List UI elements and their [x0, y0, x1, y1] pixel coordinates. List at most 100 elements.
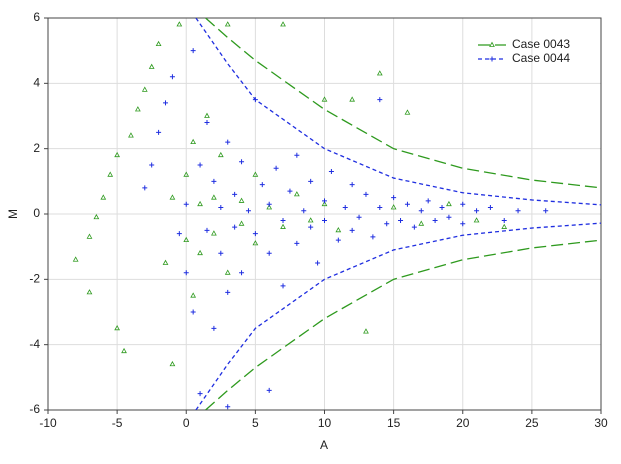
point [273, 165, 279, 171]
point [266, 250, 272, 256]
y-tick-label: -2 [29, 272, 40, 286]
point [515, 208, 521, 214]
point [474, 208, 480, 214]
point [128, 132, 134, 138]
point [114, 325, 121, 331]
point [72, 256, 79, 262]
point [86, 289, 93, 295]
point [218, 250, 224, 256]
point [390, 204, 397, 210]
point [107, 171, 114, 177]
point [149, 162, 155, 168]
point [197, 391, 203, 397]
point [349, 182, 355, 188]
point [176, 21, 183, 27]
point [190, 48, 196, 54]
x-tick-label: 5 [252, 416, 259, 430]
x-tick-label: 10 [318, 416, 332, 430]
point [391, 195, 397, 201]
point [322, 198, 327, 204]
x-tick-label: -10 [39, 416, 57, 430]
point [342, 204, 348, 210]
point [280, 21, 286, 27]
point [370, 234, 376, 240]
point [349, 227, 355, 233]
point [155, 40, 162, 47]
point [183, 270, 189, 276]
y-axis-label: M [6, 209, 20, 219]
point [239, 270, 245, 276]
point [169, 360, 176, 367]
point [460, 221, 466, 227]
point [148, 63, 155, 69]
point [225, 139, 231, 145]
point [204, 112, 210, 118]
point [418, 220, 425, 226]
y-tick-label: -6 [29, 402, 40, 416]
point [307, 217, 314, 223]
point [224, 269, 231, 275]
x-tick-label: 30 [594, 416, 608, 430]
point [460, 201, 466, 207]
x-tick-label: 0 [183, 416, 190, 430]
point [239, 159, 245, 165]
point [217, 151, 224, 158]
point [162, 259, 169, 265]
point [169, 194, 176, 200]
legend-label: Case 0044 [512, 51, 570, 65]
point [322, 218, 327, 224]
point [238, 197, 245, 203]
point [224, 21, 231, 27]
point [432, 218, 438, 224]
y-tick-label: 4 [33, 76, 40, 90]
point [377, 204, 383, 210]
point [501, 223, 508, 229]
point [287, 188, 293, 194]
point [349, 96, 356, 102]
point [301, 208, 307, 214]
envelope-curve [205, 18, 601, 189]
plot-frame [47, 17, 602, 411]
point [197, 249, 203, 256]
point [225, 289, 231, 295]
point [142, 185, 148, 191]
point [439, 204, 445, 210]
point [294, 240, 300, 246]
point [266, 387, 272, 393]
point [446, 200, 452, 207]
point [377, 97, 383, 103]
point [411, 224, 417, 230]
point [121, 347, 127, 354]
envelope-curve [195, 222, 601, 410]
point [294, 152, 300, 158]
point [183, 201, 189, 207]
point [252, 240, 259, 246]
point [93, 213, 100, 220]
x-tick-label: 15 [387, 416, 401, 430]
point [156, 129, 162, 135]
point [293, 191, 300, 197]
x-axis-label: A [320, 438, 328, 452]
point [501, 218, 507, 224]
point [266, 204, 273, 210]
point [141, 86, 148, 92]
x-tick-label: 20 [456, 416, 470, 430]
point [211, 194, 217, 200]
point [384, 221, 390, 227]
point [418, 208, 424, 214]
point [190, 138, 197, 145]
point [183, 236, 190, 243]
point [114, 151, 121, 158]
point [232, 191, 238, 197]
point [308, 224, 314, 230]
x-tick-label: 25 [525, 416, 539, 430]
point [487, 204, 493, 210]
point [163, 100, 169, 106]
point [183, 171, 190, 177]
point [259, 182, 265, 188]
point [100, 194, 107, 200]
point [252, 97, 258, 103]
point [404, 201, 410, 207]
point [280, 218, 286, 224]
